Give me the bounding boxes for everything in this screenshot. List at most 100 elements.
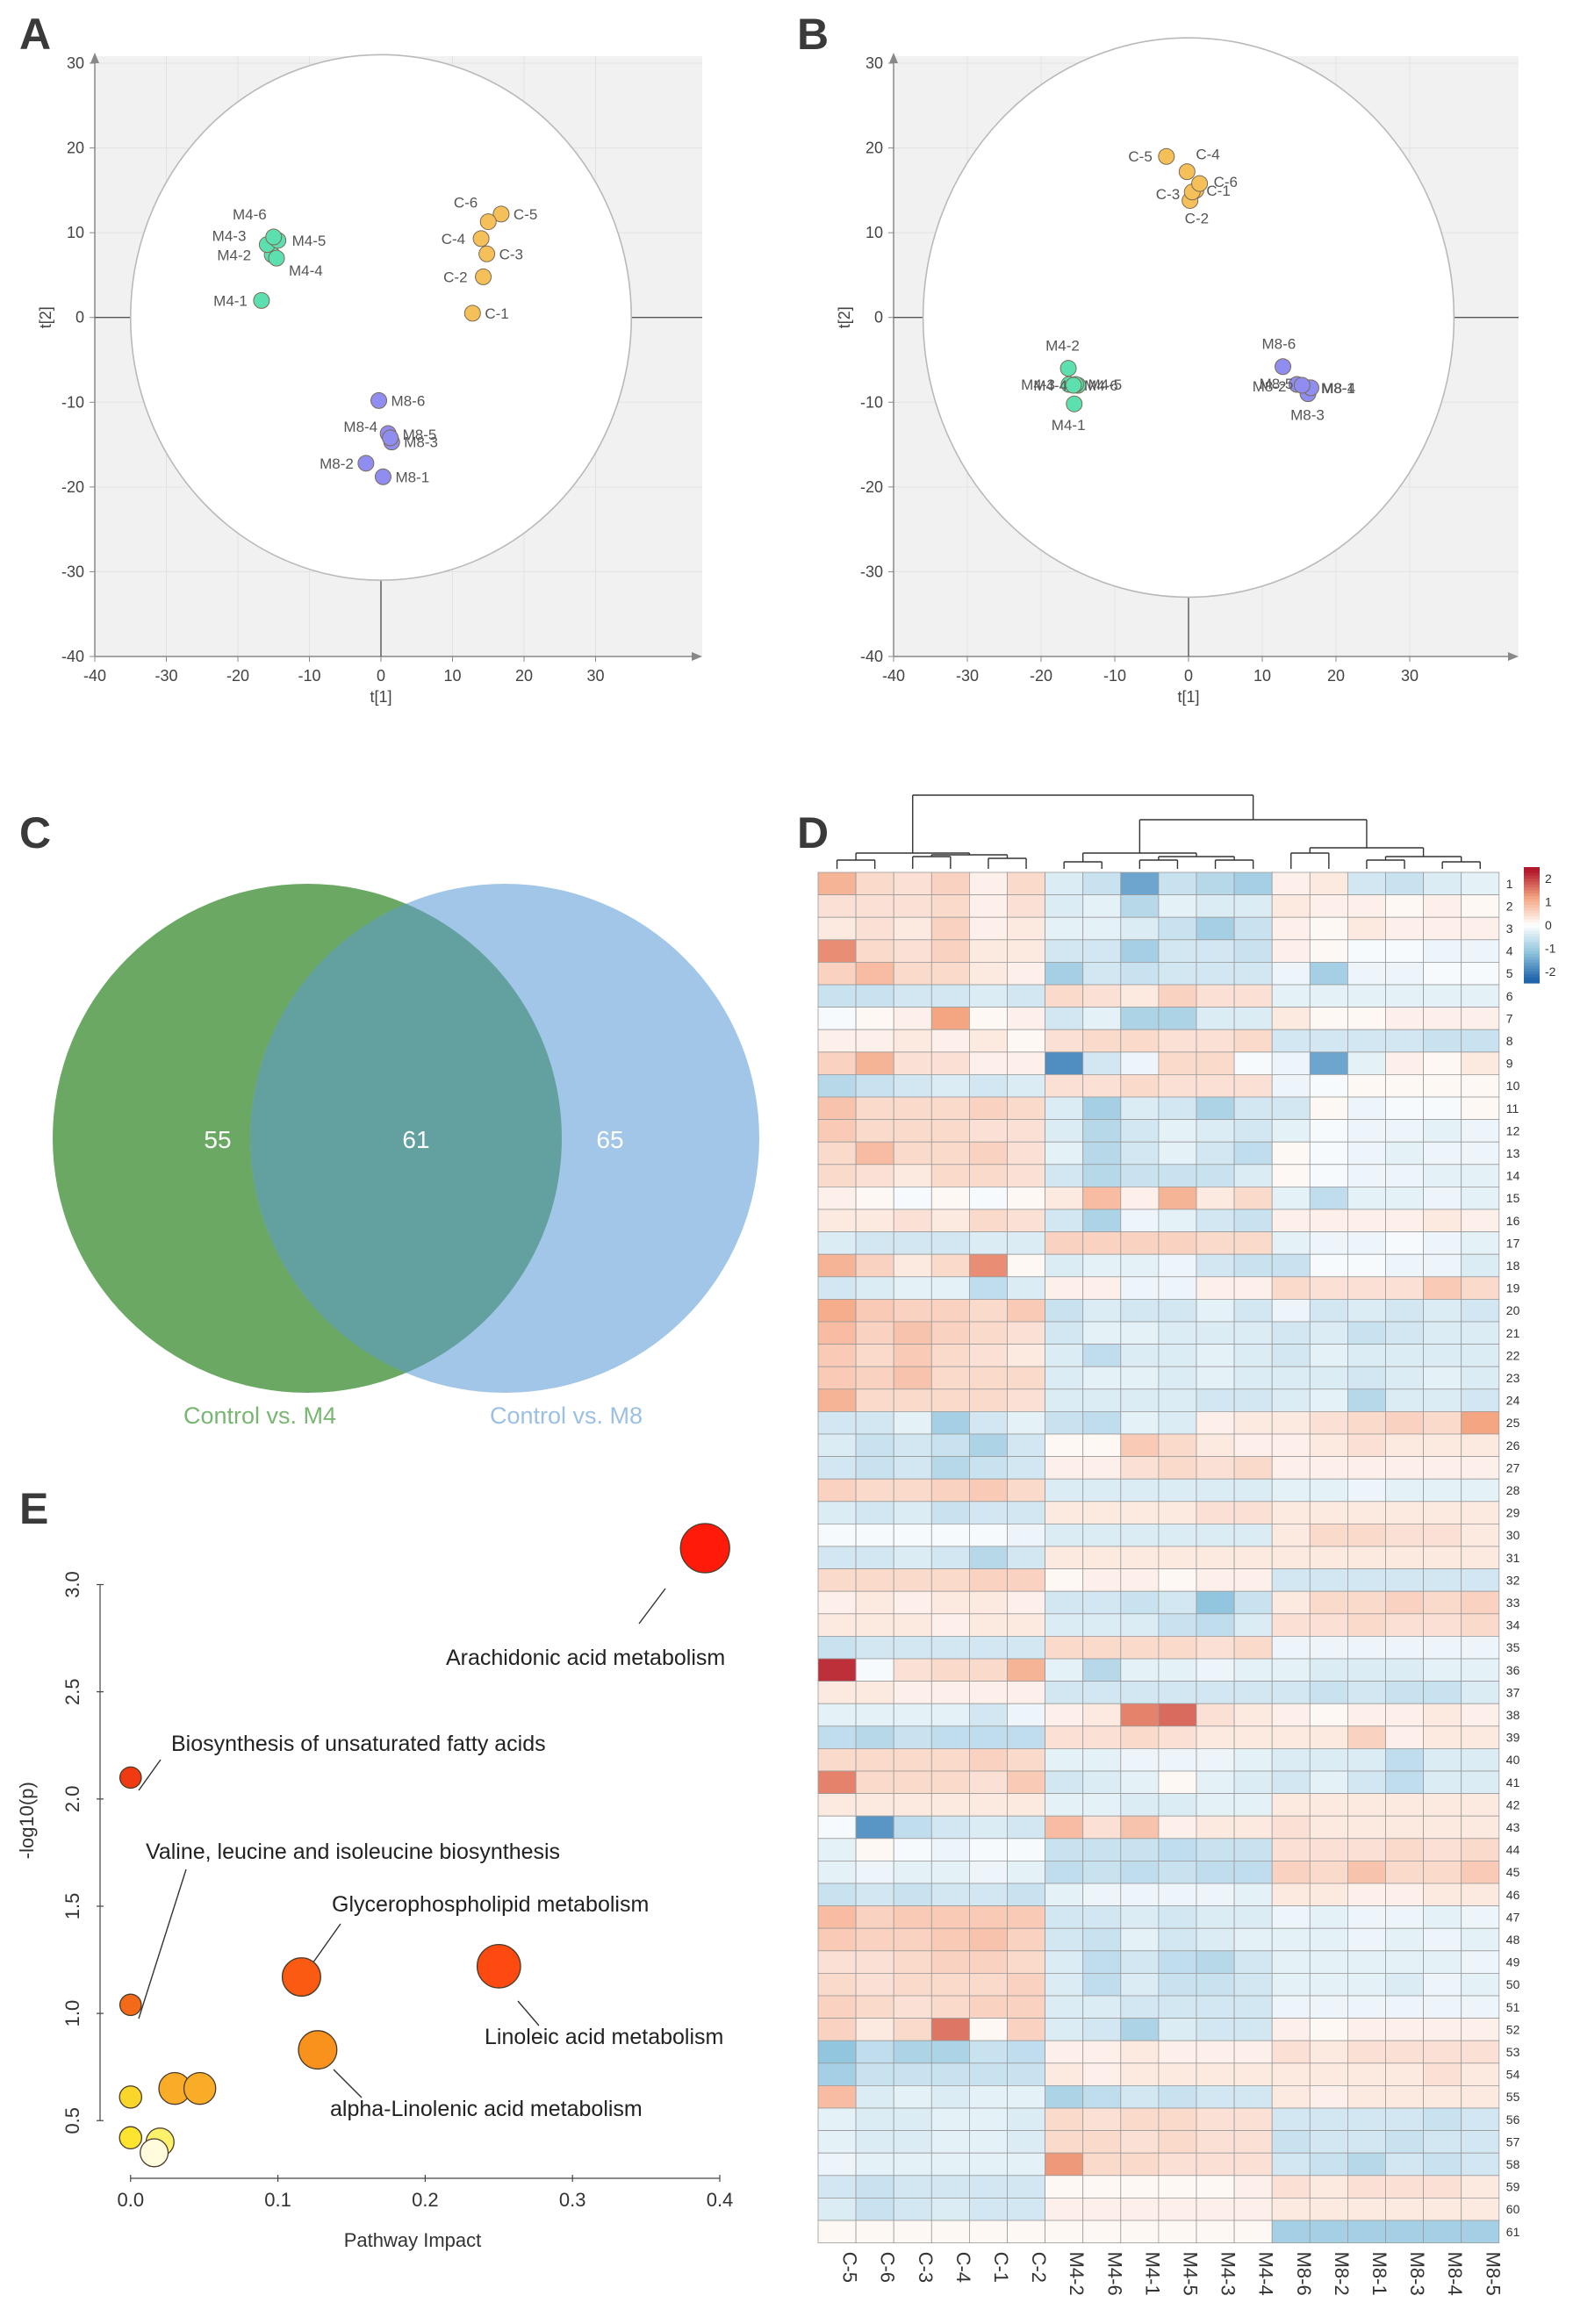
heatmap-cell (1196, 2220, 1235, 2244)
heatmap-cell (968, 1073, 1008, 1098)
heatmap-cell (1233, 2085, 1273, 2109)
heatmap-cell (1309, 1051, 1348, 1075)
heatmap-cell (1196, 1861, 1235, 1884)
heatmap-cell (1461, 1838, 1500, 1861)
point-label-c-3: C-3 (1156, 186, 1180, 203)
heatmap-cell (855, 1007, 894, 1030)
heatmap-cell (855, 1905, 894, 1929)
heatmap-cell (1196, 2152, 1235, 2177)
heatmap-cell (1007, 2085, 1045, 2109)
heatmap-cell (1461, 1815, 1500, 1840)
heatmap-cell (1045, 1590, 1084, 1615)
heatmap-cell (1423, 1209, 1462, 1233)
heatmap-cell (930, 1433, 970, 1458)
heatmap-cell (1158, 1725, 1197, 1749)
heatmap-cell (1347, 1478, 1386, 1503)
heatmap-cell (1461, 1276, 1500, 1300)
heatmap-cell (968, 1703, 1008, 1727)
heatmap-cell (817, 1411, 857, 1435)
heatmap-cell (968, 1950, 1008, 1974)
heatmap-cell (1347, 1681, 1386, 1704)
heatmap-cell (855, 1568, 894, 1592)
colorbar-segment (1524, 922, 1540, 926)
heatmap-cell (1045, 872, 1084, 896)
heatmap-cell (1461, 1658, 1500, 1682)
heatmap-cell (1233, 1164, 1273, 1187)
colorbar-segment (1524, 974, 1540, 978)
heatmap-cell (1120, 1478, 1160, 1503)
heatmap-cell (1045, 1568, 1084, 1592)
heatmap-cell (893, 1815, 932, 1840)
heatmap-cell (1233, 1815, 1273, 1840)
heatmap-cell (1309, 894, 1348, 918)
heatmap-cell (968, 2220, 1008, 2244)
heatmap-cell (968, 1681, 1008, 1704)
heatmap-cell (1233, 1995, 1273, 2019)
colorbar-segment (1524, 879, 1540, 883)
heatmap-cell (1196, 1590, 1235, 1615)
heatmap-cell (1309, 1815, 1348, 1840)
score-plot-b: -40 -30 -20 -10 0 10 20 30 -40 -30 -20 -10 0 10 20 30 t[… (836, 37, 1519, 706)
heatmap-cell (817, 1478, 857, 1503)
heatmap-cell (1461, 1927, 1500, 1952)
heatmap-cell (893, 1838, 932, 1861)
heatmap-cell (1196, 1119, 1235, 1143)
heatmap-cell (1120, 2085, 1160, 2109)
heatmap-cell (1461, 1007, 1500, 1030)
heatmap-cell (893, 1141, 932, 1166)
heatmap-cell (968, 1861, 1008, 1884)
heatmap-cell (893, 2040, 932, 2064)
heatmap-cell (1120, 1029, 1160, 1053)
heatmap-cell (817, 894, 857, 918)
row-label: 58 (1506, 2157, 1520, 2171)
heatmap-cell (1309, 1546, 1348, 1570)
heatmap-cell (1347, 1793, 1386, 1817)
colorbar-segment (1524, 887, 1540, 891)
heatmap-cell (1461, 1051, 1500, 1075)
heatmap-cell (855, 2107, 894, 2132)
heatmap-cell (1233, 1590, 1273, 1615)
heatmap-cell (893, 1029, 932, 1053)
colorbar-segment (1524, 901, 1540, 906)
heatmap-cell (1309, 916, 1348, 941)
heatmap-cell (968, 1433, 1008, 1458)
heatmap-cell (1461, 1096, 1500, 1121)
heatmap-cell (1120, 1051, 1160, 1075)
heatmap-cell (1045, 2040, 1084, 2064)
row-label: 46 (1506, 1888, 1520, 1902)
heatmap-cell (1347, 1770, 1386, 1795)
heatmap-cell (1045, 1995, 1084, 2019)
heatmap-cell (968, 2085, 1008, 2109)
pathway-label: Arachidonic acid metabolism (446, 1646, 725, 1670)
heatmap-cell (855, 1433, 894, 1458)
heatmap-cell (1120, 1411, 1160, 1435)
heatmap-cell (1082, 1636, 1122, 1660)
point-label-m4-1: M4-1 (1052, 417, 1086, 434)
heatmap-cell (968, 1478, 1008, 1503)
y-tick-label: 1.0 (61, 2000, 83, 2027)
heatmap-cell (855, 1681, 894, 1704)
heatmap-cell (1045, 1253, 1084, 1278)
heatmap-cell (1196, 1029, 1235, 1053)
heatmap-cell (930, 1501, 970, 1524)
panel-letter-d: D (797, 808, 830, 857)
heatmap-cell (1007, 1770, 1045, 1795)
heatmap-cell (855, 1815, 894, 1840)
heatmap-cell (817, 916, 857, 941)
point-label-c-3: C-3 (499, 246, 523, 262)
x-tick-label: 0.2 (412, 2189, 439, 2211)
heatmap-cell (1233, 2175, 1273, 2198)
heatmap-cell (855, 1927, 894, 1952)
heatmap-cell (1309, 1568, 1348, 1592)
heatmap-cell (1233, 1299, 1273, 1323)
heatmap-cell (1271, 1029, 1311, 1053)
heatmap-cell (930, 1478, 970, 1503)
row-label: 42 (1506, 1797, 1520, 1811)
heatmap-cell (1385, 939, 1424, 963)
heatmap-cell (1423, 1321, 1462, 1345)
heatmap-cell (817, 1636, 857, 1660)
heatmap-cell (855, 1366, 894, 1390)
colorbar-segment (1524, 884, 1540, 888)
heatmap-cell (1385, 1770, 1424, 1795)
heatmap-cell (1461, 1883, 1500, 1907)
